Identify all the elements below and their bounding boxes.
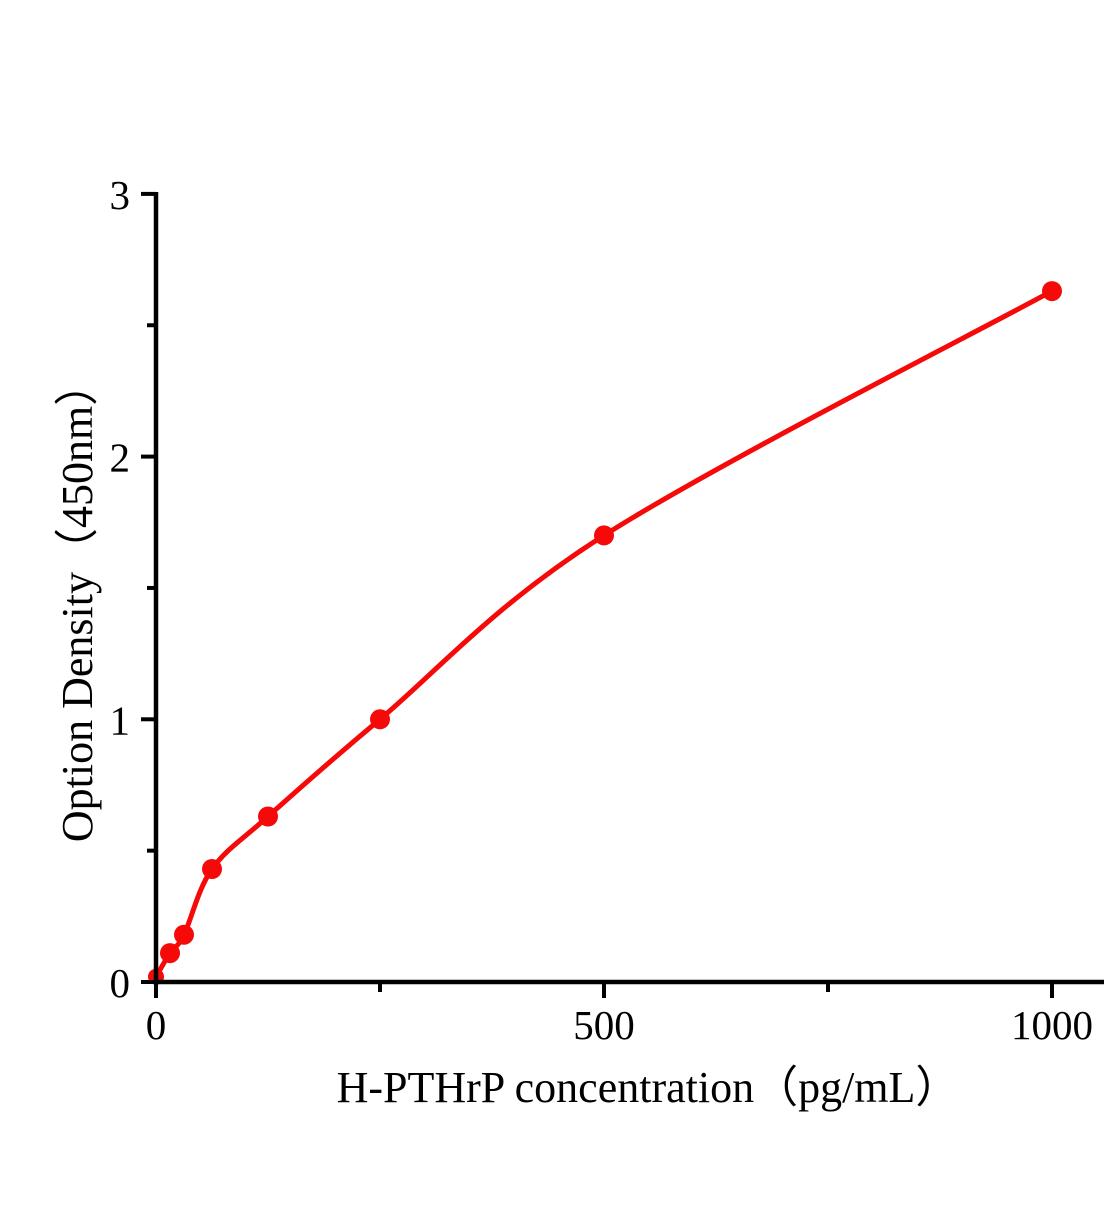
elisa-standard-curve-figure: 0 500 1000 0 1 2 3 H-PTHrP concentration（pg/mL… — [40, 16, 1104, 1216]
data-point-marker — [202, 859, 222, 879]
data-point-marker — [370, 709, 390, 730]
label-layer: H-PTHrP concentration（pg/mL） Option Dens… — [53, 362, 959, 1112]
standard-curve-plot: 0 500 1000 0 1 2 3 H-PTHrP concentration（pg/mL… — [53, 172, 1104, 1112]
x-axis-title: H-PTHrP concentration（pg/mL） — [337, 1063, 960, 1112]
data-point-marker — [594, 525, 614, 546]
data-point-marker — [174, 924, 194, 945]
y-axis-title: Option Density（450nm） — [53, 362, 102, 842]
data-point-marker — [258, 806, 278, 827]
curve-layer — [148, 281, 1062, 985]
y-tick-label: 0 — [110, 960, 131, 1006]
y-tick-label: 1 — [110, 697, 131, 743]
x-tick-label: 1000 — [1011, 1002, 1093, 1048]
y-tick-label: 3 — [110, 172, 131, 218]
data-point-marker — [160, 943, 180, 964]
y-tick-label: 2 — [110, 435, 131, 481]
fitted-curve — [153, 288, 1055, 980]
axes-layer — [153, 192, 1104, 985]
x-tick-label: 500 — [573, 1002, 635, 1048]
x-tick-label: 0 — [146, 1002, 167, 1048]
tick-layer: 0 500 1000 0 1 2 3 — [110, 172, 1094, 1048]
data-point-marker — [1042, 281, 1062, 302]
